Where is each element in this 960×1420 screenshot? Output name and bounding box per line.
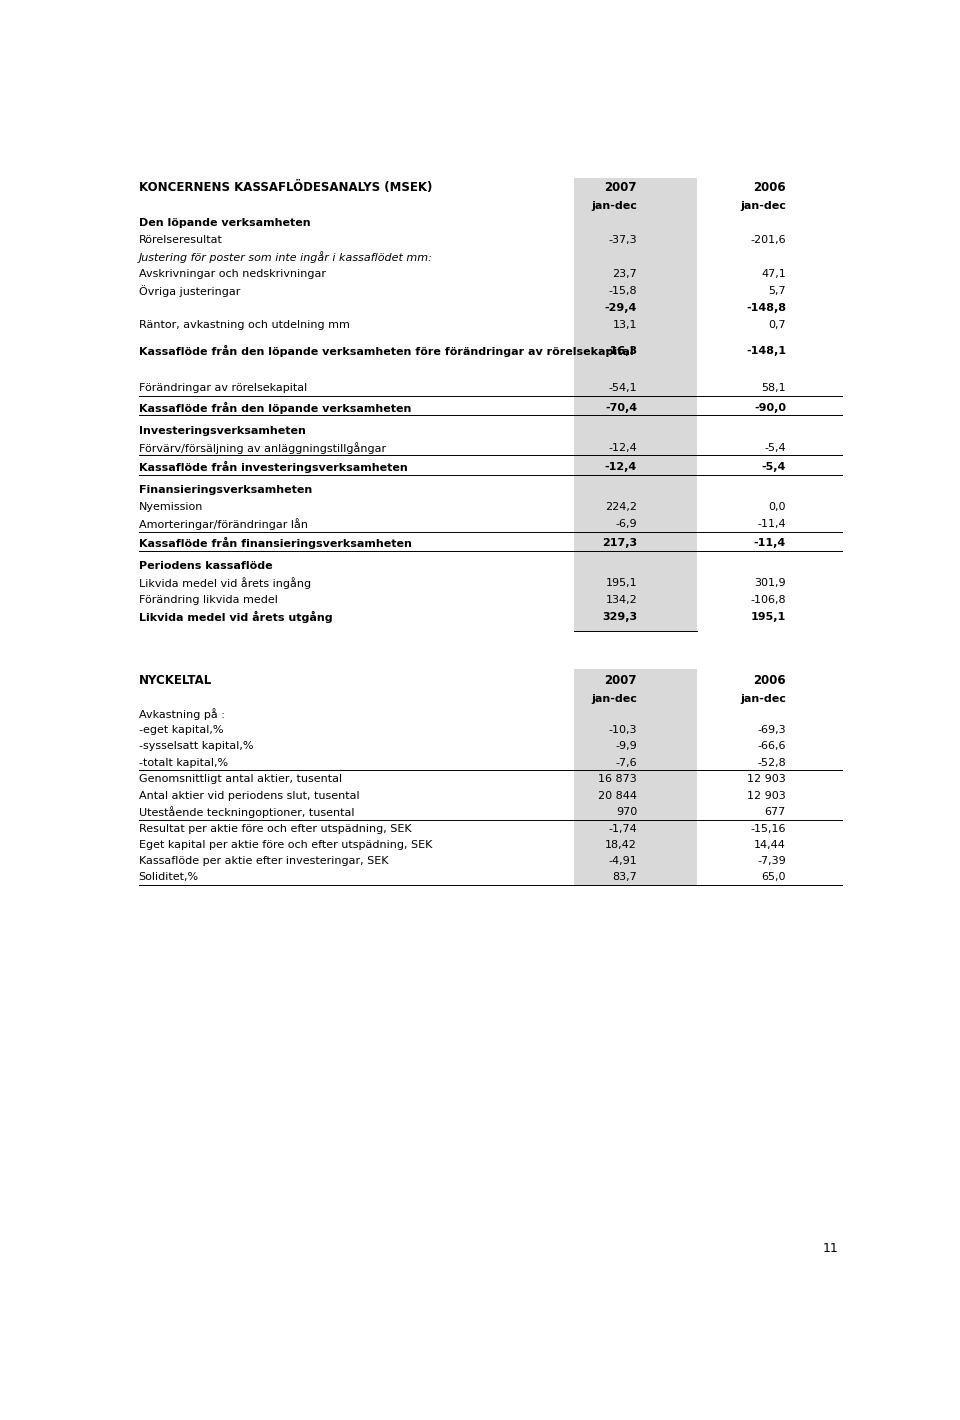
Bar (574, 669, 697, 886)
Text: -11,4: -11,4 (757, 518, 786, 528)
Text: jan-dec: jan-dec (740, 693, 786, 704)
Text: 2007: 2007 (605, 180, 637, 195)
Text: 5,7: 5,7 (768, 287, 786, 297)
Text: -totalt kapital,%: -totalt kapital,% (138, 757, 228, 768)
Text: Den löpande verksamheten: Den löpande verksamheten (138, 217, 310, 227)
Text: Eget kapital per aktie före och efter utspädning, SEK: Eget kapital per aktie före och efter ut… (138, 839, 432, 851)
Text: 11: 11 (822, 1242, 838, 1255)
Text: Justering för poster som inte ingår i kassaflödet mm:: Justering för poster som inte ingår i ka… (138, 251, 432, 263)
Text: -6,9: -6,9 (615, 518, 637, 528)
Text: 23,7: 23,7 (612, 270, 637, 280)
Text: -eget kapital,%: -eget kapital,% (138, 726, 223, 736)
Text: 195,1: 195,1 (606, 578, 637, 588)
Text: Resultat per aktie före och efter utspädning, SEK: Resultat per aktie före och efter utspäd… (138, 824, 411, 834)
Text: Kassaflöde per aktie efter investeringar, SEK: Kassaflöde per aktie efter investeringar… (138, 856, 388, 866)
Text: 18,42: 18,42 (605, 839, 637, 851)
Text: Likvida medel vid årets ingång: Likvida medel vid årets ingång (138, 577, 311, 589)
Text: 195,1: 195,1 (751, 612, 786, 622)
Text: -15,16: -15,16 (751, 824, 786, 834)
Text: Kassaflöde från den löpande verksamheten: Kassaflöde från den löpande verksamheten (138, 402, 411, 413)
Text: Genomsnittligt antal aktier, tusental: Genomsnittligt antal aktier, tusental (138, 774, 342, 784)
Text: jan-dec: jan-dec (740, 200, 786, 210)
Text: Kassaflöde från investeringsverksamheten: Kassaflöde från investeringsverksamheten (138, 462, 407, 473)
Text: -201,6: -201,6 (751, 236, 786, 246)
Text: -4,91: -4,91 (609, 856, 637, 866)
Text: 65,0: 65,0 (761, 872, 786, 882)
Text: Förvärv/försäljning av anläggningstillgångar: Förvärv/försäljning av anläggningstillgå… (138, 442, 386, 453)
Text: -12,4: -12,4 (605, 462, 637, 471)
Text: -90,0: -90,0 (754, 402, 786, 413)
Text: -69,3: -69,3 (757, 726, 786, 736)
Text: 2006: 2006 (754, 180, 786, 195)
Text: 329,3: 329,3 (602, 612, 637, 622)
Text: 2006: 2006 (754, 673, 786, 687)
Text: -148,1: -148,1 (746, 346, 786, 356)
Text: -10,3: -10,3 (609, 726, 637, 736)
Text: -52,8: -52,8 (757, 757, 786, 768)
Text: Avskrivningar och nedskrivningar: Avskrivningar och nedskrivningar (138, 270, 325, 280)
Text: -15,8: -15,8 (609, 287, 637, 297)
Text: -7,39: -7,39 (757, 856, 786, 866)
Text: 2007: 2007 (605, 673, 637, 687)
Text: 58,1: 58,1 (761, 383, 786, 393)
Text: -106,8: -106,8 (751, 595, 786, 605)
Text: -11,4: -11,4 (754, 538, 786, 548)
Text: -148,8: -148,8 (746, 304, 786, 314)
Text: Kassaflöde från finansieringsverksamheten: Kassaflöde från finansieringsverksamhete… (138, 537, 412, 550)
Text: Räntor, avkastning och utdelning mm: Räntor, avkastning och utdelning mm (138, 320, 349, 331)
Text: 12 903: 12 903 (747, 774, 786, 784)
Text: -29,4: -29,4 (605, 304, 637, 314)
Text: Nyemission: Nyemission (138, 501, 203, 511)
Text: Periodens kassaflöde: Periodens kassaflöde (138, 561, 273, 571)
Text: -5,4: -5,4 (764, 443, 786, 453)
Text: Förändringar av rörelsekapital: Förändringar av rörelsekapital (138, 383, 307, 393)
Text: 14,44: 14,44 (754, 839, 786, 851)
Text: 224,2: 224,2 (605, 501, 637, 511)
Text: 134,2: 134,2 (606, 595, 637, 605)
Text: -66,6: -66,6 (757, 741, 786, 751)
Text: -9,9: -9,9 (615, 741, 637, 751)
Text: -7,6: -7,6 (615, 757, 637, 768)
Text: Likvida medel vid årets utgång: Likvida medel vid årets utgång (138, 611, 332, 623)
Text: Investeringsverksamheten: Investeringsverksamheten (138, 426, 305, 436)
Text: -54,1: -54,1 (609, 383, 637, 393)
Text: 83,7: 83,7 (612, 872, 637, 882)
Text: Kassaflöde från den löpande verksamheten före förändringar av rörelsekapital: Kassaflöde från den löpande verksamheten… (138, 345, 634, 358)
Text: Utestående teckningoptioner, tusental: Utestående teckningoptioner, tusental (138, 807, 354, 818)
Text: 970: 970 (615, 807, 637, 816)
Text: jan-dec: jan-dec (591, 200, 637, 210)
Bar (574, 178, 697, 630)
Text: -5,4: -5,4 (761, 462, 786, 471)
Text: Rörelseresultat: Rörelseresultat (138, 236, 223, 246)
Text: 0,7: 0,7 (768, 320, 786, 331)
Text: -37,3: -37,3 (609, 236, 637, 246)
Text: -12,4: -12,4 (609, 443, 637, 453)
Text: 217,3: 217,3 (602, 538, 637, 548)
Text: Soliditet,%: Soliditet,% (138, 872, 199, 882)
Text: 20 844: 20 844 (598, 791, 637, 801)
Text: 13,1: 13,1 (612, 320, 637, 331)
Text: -1,74: -1,74 (609, 824, 637, 834)
Text: -sysselsatt kapital,%: -sysselsatt kapital,% (138, 741, 253, 751)
Text: Förändring likvida medel: Förändring likvida medel (138, 595, 277, 605)
Text: Antal aktier vid periodens slut, tusental: Antal aktier vid periodens slut, tusenta… (138, 791, 359, 801)
Text: jan-dec: jan-dec (591, 693, 637, 704)
Text: Amorteringar/förändringar lån: Amorteringar/förändringar lån (138, 518, 307, 530)
Text: -70,4: -70,4 (605, 402, 637, 413)
Text: NYCKELTAL: NYCKELTAL (138, 673, 212, 687)
Text: 0,0: 0,0 (768, 501, 786, 511)
Text: 677: 677 (764, 807, 786, 816)
Text: 301,9: 301,9 (755, 578, 786, 588)
Text: Avkastning på :: Avkastning på : (138, 709, 225, 720)
Text: Finansieringsverksamheten: Finansieringsverksamheten (138, 486, 312, 496)
Text: 12 903: 12 903 (747, 791, 786, 801)
Text: 47,1: 47,1 (761, 270, 786, 280)
Text: KONCERNENS KASSAFLÖDESANALYS (MSEK): KONCERNENS KASSAFLÖDESANALYS (MSEK) (138, 180, 432, 195)
Text: Övriga justeringar: Övriga justeringar (138, 285, 240, 297)
Text: 16 873: 16 873 (598, 774, 637, 784)
Text: -16,3: -16,3 (605, 346, 637, 356)
